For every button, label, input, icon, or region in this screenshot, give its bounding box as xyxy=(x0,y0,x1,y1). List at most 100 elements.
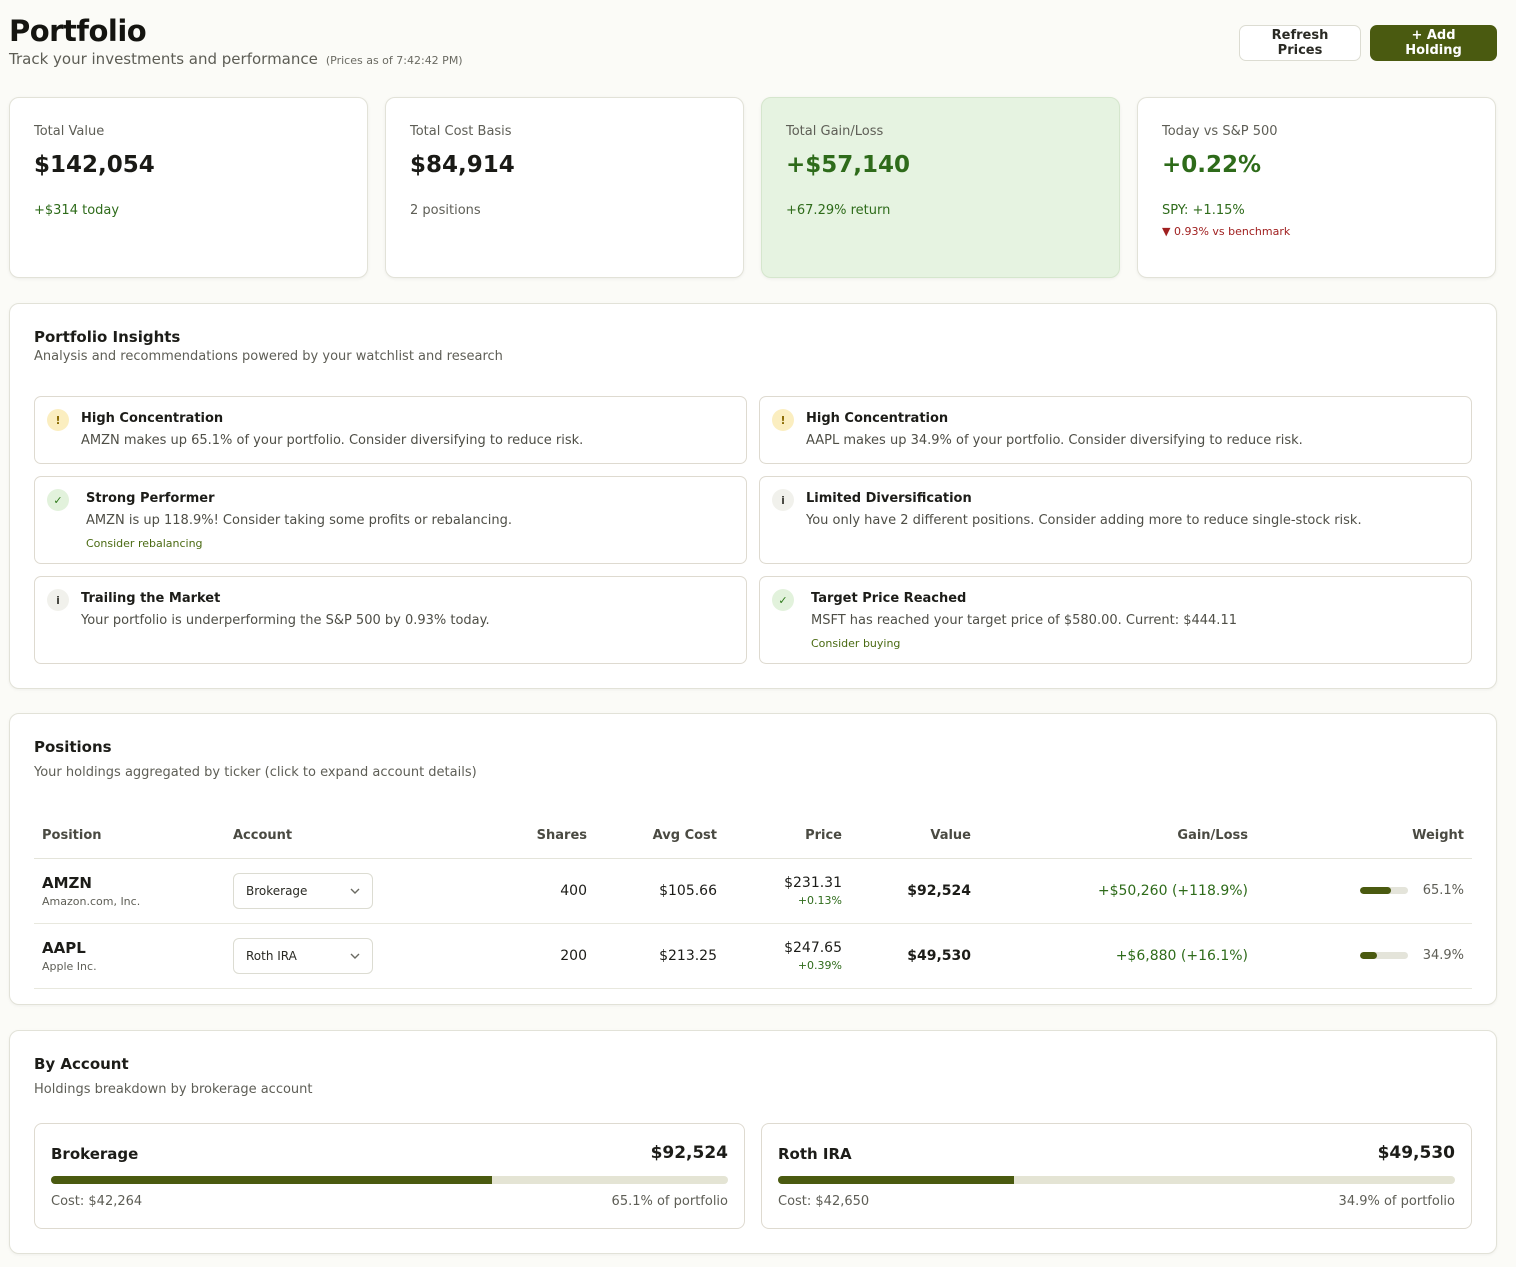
insight-title: Strong Performer xyxy=(86,491,215,506)
warning-icon: ! xyxy=(772,409,794,431)
warning-icon: ! xyxy=(47,409,69,431)
shares-cell: 400 xyxy=(435,858,595,924)
account-percent: 34.9% of portfolio xyxy=(1338,1194,1455,1209)
insight-action-link[interactable]: Consider rebalancing xyxy=(86,537,203,550)
insight-text: AAPL makes up 34.9% of your portfolio. C… xyxy=(806,433,1303,448)
account-cell: Brokerage xyxy=(225,858,435,924)
account-card-brokerage[interactable]: Brokerage $92,524 Cost: $42,264 65.1% of… xyxy=(34,1123,745,1229)
refresh-prices-button[interactable]: Refresh Prices xyxy=(1239,25,1361,61)
page-title: Portfolio xyxy=(9,14,147,48)
account-cost: Cost: $42,650 xyxy=(778,1194,870,1209)
stat-value: $142,054 xyxy=(34,152,155,178)
column-header[interactable]: Shares xyxy=(435,814,595,859)
column-header[interactable]: Avg Cost xyxy=(595,814,725,859)
insight-title: High Concentration xyxy=(81,411,224,426)
accounts-panel: By Account Holdings breakdown by brokera… xyxy=(9,1030,1497,1254)
account-cell: Roth IRA xyxy=(225,923,435,989)
page-header: Portfolio Track your investments and per… xyxy=(9,14,1497,74)
stat-value: $84,914 xyxy=(410,152,515,178)
info-icon: i xyxy=(47,589,69,611)
position-cell: AMZN Amazon.com, Inc. xyxy=(34,858,225,924)
price-cell: $231.31 +0.13% xyxy=(725,858,850,924)
insight-card: i Limited Diversification You only have … xyxy=(759,476,1472,564)
insight-action-link[interactable]: Consider buying xyxy=(811,637,901,650)
add-holding-button[interactable]: + Add Holding xyxy=(1370,25,1497,61)
insight-text: AMZN makes up 65.1% of your portfolio. C… xyxy=(81,433,584,448)
account-select-value: Brokerage xyxy=(246,883,308,898)
vs-sp500-card: Today vs S&P 500 +0.22% SPY: +1.15% ▼ 0.… xyxy=(1137,97,1496,278)
column-header[interactable]: Account xyxy=(225,814,435,859)
subtitle-row: Track your investments and performance (… xyxy=(9,50,1497,68)
account-name: Brokerage xyxy=(51,1145,139,1163)
account-value: $92,524 xyxy=(650,1143,728,1163)
weight-bar xyxy=(1360,952,1408,959)
insight-text: Your portfolio is underperforming the S&… xyxy=(81,613,490,628)
weight-bar xyxy=(1360,887,1408,894)
weight-cell: 65.1% xyxy=(1256,858,1472,924)
insights-panel: Portfolio Insights Analysis and recommen… xyxy=(9,303,1497,689)
column-header[interactable]: Value xyxy=(850,814,979,859)
company-name: Amazon.com, Inc. xyxy=(42,894,141,908)
column-header[interactable]: Price xyxy=(725,814,850,859)
insight-text: MSFT has reached your target price of $5… xyxy=(811,613,1237,628)
insight-card: ✓ Target Price Reached MSFT has reached … xyxy=(759,576,1472,664)
cost-basis-card: Total Cost Basis $84,914 2 positions xyxy=(385,97,744,278)
stat-value: +0.22% xyxy=(1162,152,1262,178)
column-header[interactable]: Position xyxy=(34,814,225,859)
insight-title: Trailing the Market xyxy=(81,591,221,606)
insight-card: ! High Concentration AAPL makes up 34.9%… xyxy=(759,396,1472,464)
weight-bar-fill xyxy=(1360,952,1377,959)
stat-label: Total Value xyxy=(34,124,105,139)
price-change: +0.13% xyxy=(797,893,842,907)
stat-sub: +$314 today xyxy=(34,203,120,218)
insight-text: AMZN is up 118.9%! Consider taking some … xyxy=(86,513,513,528)
ticker: AMZN xyxy=(42,873,92,892)
weight-cell: 34.9% xyxy=(1256,923,1472,989)
column-header[interactable]: Gain/Loss xyxy=(979,814,1256,859)
insight-card: i Trailing the Market Your portfolio is … xyxy=(34,576,747,664)
account-value: $49,530 xyxy=(1377,1143,1455,1163)
weight-percent: 34.9% xyxy=(1422,948,1464,963)
account-share-bar xyxy=(51,1176,728,1184)
insight-title: Target Price Reached xyxy=(811,591,967,606)
check-icon: ✓ xyxy=(47,489,69,511)
account-card-roth-ira[interactable]: Roth IRA $49,530 Cost: $42,650 34.9% of … xyxy=(761,1123,1472,1229)
info-icon: i xyxy=(772,489,794,511)
insight-card: ! High Concentration AMZN makes up 65.1%… xyxy=(34,396,747,464)
stat-label: Total Gain/Loss xyxy=(786,124,884,139)
position-cell: AAPL Apple Inc. xyxy=(34,923,225,989)
prices-timestamp: (Prices as of 7:42:42 PM) xyxy=(325,54,463,67)
price-change: +0.39% xyxy=(797,958,842,972)
column-header[interactable]: Weight xyxy=(1256,814,1472,859)
avg-cost-cell: $213.25 xyxy=(595,923,725,989)
stat-value: +$57,140 xyxy=(786,152,911,178)
gain-loss-cell: +$50,260 (+118.9%) xyxy=(979,858,1256,924)
table-row[interactable]: AMZN Amazon.com, Inc. Brokerage 400 $105… xyxy=(34,858,1472,924)
price: $231.31 xyxy=(784,874,842,891)
insight-card: ✓ Strong Performer AMZN is up 118.9%! Co… xyxy=(34,476,747,564)
account-name: Roth IRA xyxy=(778,1145,852,1163)
check-icon: ✓ xyxy=(772,589,794,611)
price: $247.65 xyxy=(784,939,842,956)
stat-label: Total Cost Basis xyxy=(410,124,512,139)
table-row[interactable]: AAPL Apple Inc. Roth IRA 200 $213.25 $24… xyxy=(34,923,1472,989)
account-share-bar xyxy=(778,1176,1455,1184)
shares-cell: 200 xyxy=(435,923,595,989)
weight-bar-fill xyxy=(1360,887,1392,894)
account-select-value: Roth IRA xyxy=(246,948,297,963)
positions-panel: Positions Your holdings aggregated by ti… xyxy=(9,713,1497,1005)
insight-text: You only have 2 different positions. Con… xyxy=(806,513,1362,528)
weight-percent: 65.1% xyxy=(1422,883,1464,898)
table-header-row: Position Account Shares Avg Cost Price V… xyxy=(34,814,1472,859)
account-select[interactable]: Brokerage xyxy=(233,872,373,909)
insight-title: Limited Diversification xyxy=(806,491,972,506)
company-name: Apple Inc. xyxy=(42,959,97,973)
account-share-fill xyxy=(51,1176,492,1184)
account-select[interactable]: Roth IRA xyxy=(233,937,373,974)
total-value-card: Total Value $142,054 +$314 today xyxy=(9,97,368,278)
gain-loss-cell: +$6,880 (+16.1%) xyxy=(979,923,1256,989)
value-cell: $49,530 xyxy=(850,923,979,989)
stat-sub: 2 positions xyxy=(410,203,481,218)
value-cell: $92,524 xyxy=(850,858,979,924)
panel-subtitle: Holdings breakdown by brokerage account xyxy=(34,1082,313,1097)
